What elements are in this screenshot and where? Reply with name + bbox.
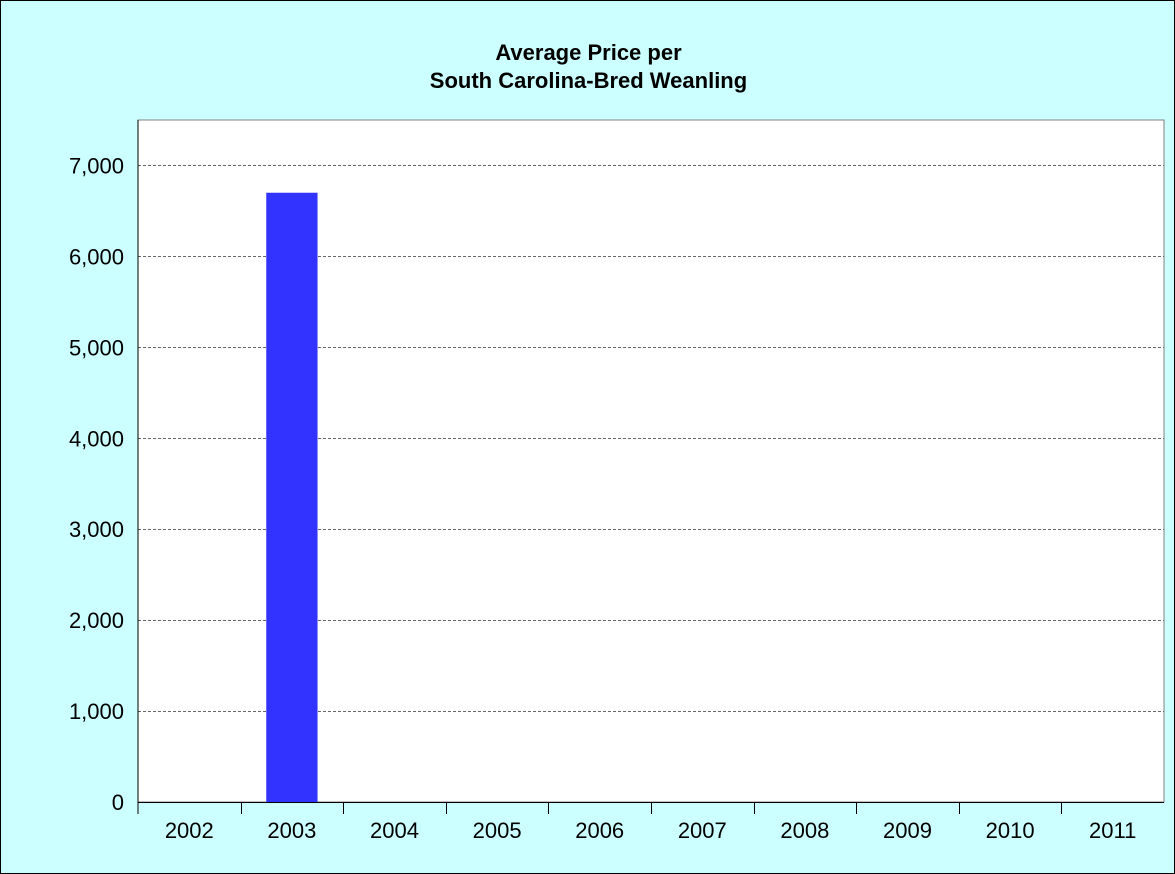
x-tick-label-2009: 2009 — [883, 818, 932, 843]
y-tick-label-3,000: 3,000 — [69, 517, 124, 542]
y-tick-label-1,000: 1,000 — [69, 699, 124, 724]
x-tick-label-2006: 2006 — [575, 818, 624, 843]
bars — [266, 192, 318, 802]
y-axis-ticks: 0 1,000 2,000 3,000 4,000 5,000 6,000 7,000 — [69, 153, 124, 815]
x-tick-label-2002: 2002 — [165, 818, 214, 843]
x-tick-label-2004: 2004 — [370, 818, 419, 843]
x-tick-label-2011: 2011 — [1089, 818, 1136, 843]
bar-2003 — [266, 192, 318, 802]
x-tick-label-2007: 2007 — [678, 818, 727, 843]
chart-title-line-1: Average Price per — [495, 40, 682, 65]
y-tick-label-0: 0 — [112, 790, 124, 815]
chart-title: Average Price per South Carolina-Bred We… — [1, 39, 1175, 95]
y-tick-label-5,000: 5,000 — [69, 335, 124, 360]
x-tick-label-2005: 2005 — [473, 818, 522, 843]
y-tick-label-7,000: 7,000 — [69, 153, 124, 178]
x-axis-ticks: 2002 2003 2004 2005 2006 2007 2008 2009 2010 2011 — [165, 802, 1136, 843]
x-tick-label-2010: 2010 — [986, 818, 1035, 843]
y-tick-label-4,000: 4,000 — [69, 426, 124, 451]
chart-title-line-2: South Carolina-Bred Weanling — [429, 68, 748, 93]
y-tick-label-2,000: 2,000 — [69, 608, 124, 633]
x-tick-label-2008: 2008 — [780, 818, 829, 843]
y-tick-label-6,000: 6,000 — [69, 244, 124, 269]
x-tick-label-2003: 2003 — [267, 818, 316, 843]
